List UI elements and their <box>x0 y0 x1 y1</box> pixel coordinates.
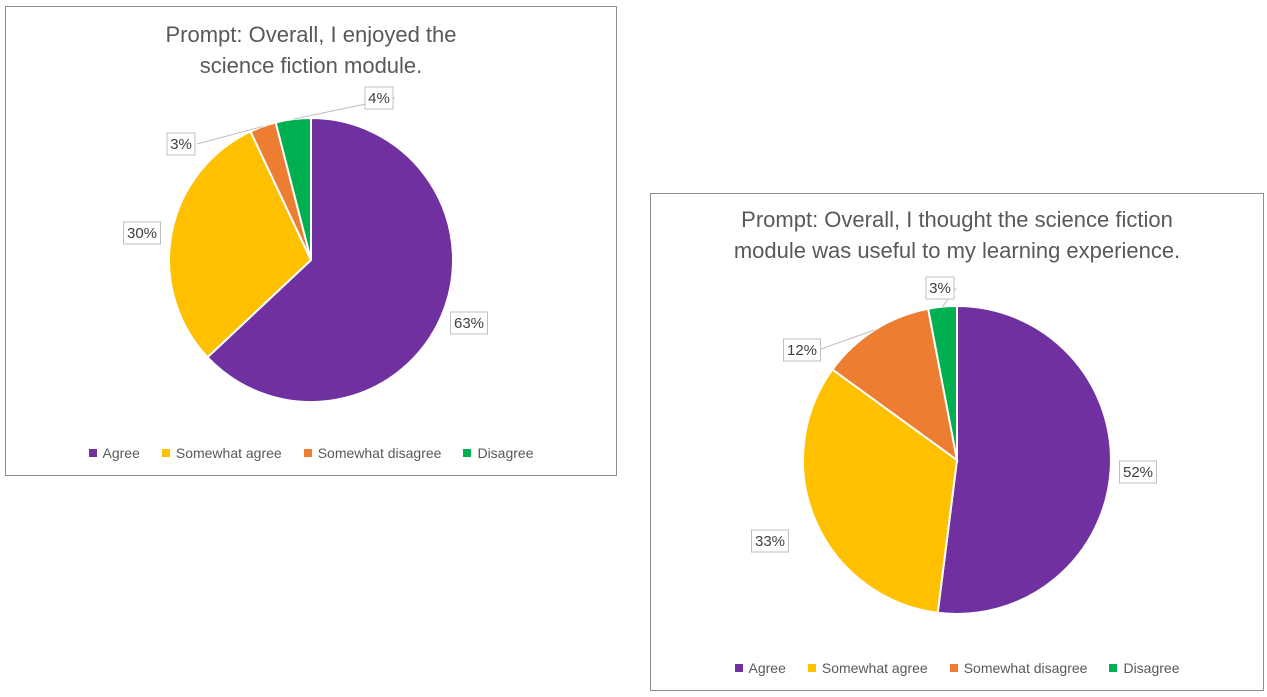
chart-title-line: science fiction module. <box>199 53 423 78</box>
legend-label: Disagree <box>477 445 534 461</box>
data-label-box <box>123 221 161 245</box>
legend-label: Disagree <box>1123 660 1180 676</box>
legend-item: Somewhat agree <box>807 660 928 676</box>
chart-title-line: Prompt: Overall, I enjoyed the <box>165 22 457 47</box>
data-label-text: 52% <box>1123 464 1153 481</box>
pie-slice <box>936 304 1112 615</box>
legend-item: Agree <box>88 445 140 461</box>
data-label: 63% <box>450 311 488 335</box>
legend-label: Somewhat agree <box>175 445 282 461</box>
data-label-box <box>364 86 394 110</box>
legend-swatch <box>463 449 472 457</box>
pie-slice <box>802 368 959 614</box>
chart-legend: Agree Somewhat agree Somewhat disagree D… <box>651 660 1263 676</box>
data-label: 30% <box>123 221 161 245</box>
leader-line <box>196 125 264 145</box>
legend-swatch <box>734 664 743 672</box>
data-label-text: 4% <box>368 90 390 107</box>
data-label-box <box>166 132 196 156</box>
data-label-box <box>751 529 789 553</box>
legend-swatch <box>949 664 958 672</box>
legend-swatch <box>807 664 816 672</box>
legend-swatch <box>88 449 97 457</box>
pie-plot: 63% 30% 3% 4% <box>123 86 488 403</box>
legend-item: Agree <box>734 660 786 676</box>
data-label: 3% <box>925 276 955 300</box>
data-label-text: 3% <box>929 280 951 297</box>
data-label-text: 3% <box>170 136 192 153</box>
legend-label: Somewhat disagree <box>317 445 442 461</box>
legend-swatch <box>1109 664 1118 672</box>
legend-label: Agree <box>102 445 140 461</box>
data-label: 4% <box>364 86 394 110</box>
pie-slice <box>168 130 313 359</box>
leader-line <box>817 329 875 351</box>
data-label-box <box>450 311 488 335</box>
data-label-text: 63% <box>454 315 484 332</box>
legend-swatch <box>161 449 170 457</box>
data-label: 3% <box>166 132 196 156</box>
chart-title-line: Prompt: Overall, I thought the science f… <box>741 207 1173 232</box>
data-label: 12% <box>783 338 821 362</box>
chart-title-line: module was useful to my learning experie… <box>733 238 1181 263</box>
legend-label: Somewhat agree <box>821 660 928 676</box>
pie-plot: 52% 33% 12% 3% <box>751 276 1157 615</box>
data-label-box <box>1119 460 1157 484</box>
legend-swatch <box>303 449 312 457</box>
pie-chart-enjoyed: Prompt: Overall, I enjoyed the science f… <box>5 6 617 476</box>
data-label-text: 30% <box>127 225 157 242</box>
legend-item: Disagree <box>463 445 533 461</box>
chart-legend: Agree Somewhat agree Somewhat disagree D… <box>6 445 616 461</box>
pie-chart-useful: Prompt: Overall, I thought the science f… <box>650 193 1264 691</box>
chart-title: Prompt: Overall, I enjoyed the science f… <box>6 19 616 81</box>
data-label: 52% <box>1119 460 1157 484</box>
chart-title: Prompt: Overall, I thought the science f… <box>651 204 1263 266</box>
data-label: 33% <box>751 529 789 553</box>
legend-label: Agree <box>748 660 786 676</box>
legend-item: Somewhat agree <box>161 445 282 461</box>
data-label-text: 33% <box>755 533 785 550</box>
legend-item: Somewhat disagree <box>949 660 1088 676</box>
legend-item: Somewhat disagree <box>303 445 442 461</box>
pie-slice <box>206 116 454 403</box>
data-label-box <box>925 276 955 300</box>
legend-label: Somewhat disagree <box>963 660 1088 676</box>
data-label-box <box>783 338 821 362</box>
data-label-text: 12% <box>787 342 817 359</box>
legend-item: Disagree <box>1109 660 1179 676</box>
